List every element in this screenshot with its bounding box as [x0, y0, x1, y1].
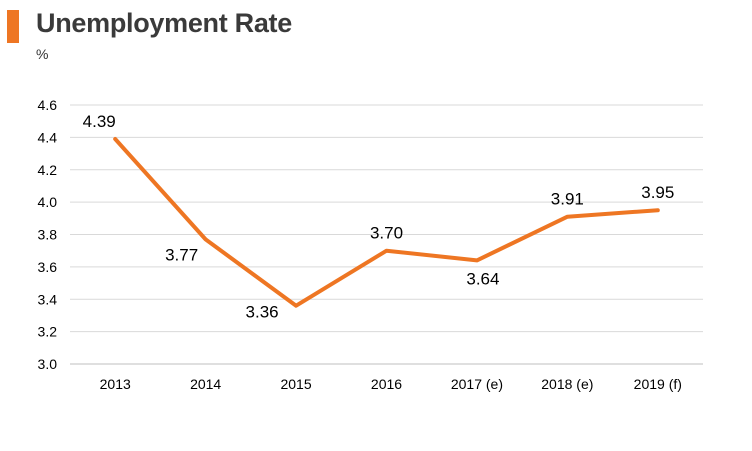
x-tick-label: 2016: [371, 376, 402, 392]
x-tick-label: 2013: [100, 376, 131, 392]
x-tick-labels: 2013 2014 2015 2016 2017 (e) 2018 (e) 2019 (f): [100, 376, 682, 392]
y-tick-label: 3.2: [38, 324, 58, 340]
y-tick-label: 3.4: [38, 291, 58, 307]
series-line: [113, 137, 660, 308]
x-tick-label: 2014: [190, 376, 221, 392]
series-line-group: [113, 137, 660, 308]
x-tick-label: 2015: [280, 376, 311, 392]
y-tick-label: 3.0: [38, 356, 58, 372]
x-tick-label: 2018 (e): [541, 376, 593, 392]
data-labels: 4.39 3.77 3.36 3.70 3.64 3.91 3.95: [83, 112, 675, 322]
data-label: 3.36: [246, 303, 279, 322]
data-label: 3.91: [551, 190, 584, 209]
data-label: 3.64: [466, 269, 499, 288]
y-tick-label: 3.6: [38, 259, 58, 275]
y-tick-label: 4.4: [38, 129, 58, 145]
y-tick-labels: 3.0 3.2 3.4 3.6 3.8 4.0 4.2 4.4 4.6: [38, 97, 58, 372]
y-axis-unit: %: [36, 46, 49, 62]
data-label: 3.95: [641, 183, 674, 202]
y-tick-label: 3.8: [38, 227, 58, 243]
chart-title: Unemployment Rate: [36, 8, 292, 38]
title-accent-bar: [7, 10, 19, 43]
data-label: 3.77: [165, 245, 198, 264]
y-tick-label: 4.0: [38, 194, 58, 210]
gridlines: [70, 104, 703, 365]
data-label: 3.70: [370, 224, 403, 243]
y-tick-label: 4.6: [38, 97, 58, 113]
x-tick-label: 2019 (f): [634, 376, 682, 392]
x-tick-label: 2017 (e): [451, 376, 503, 392]
y-tick-label: 4.2: [38, 162, 58, 178]
data-label: 4.39: [83, 112, 116, 131]
